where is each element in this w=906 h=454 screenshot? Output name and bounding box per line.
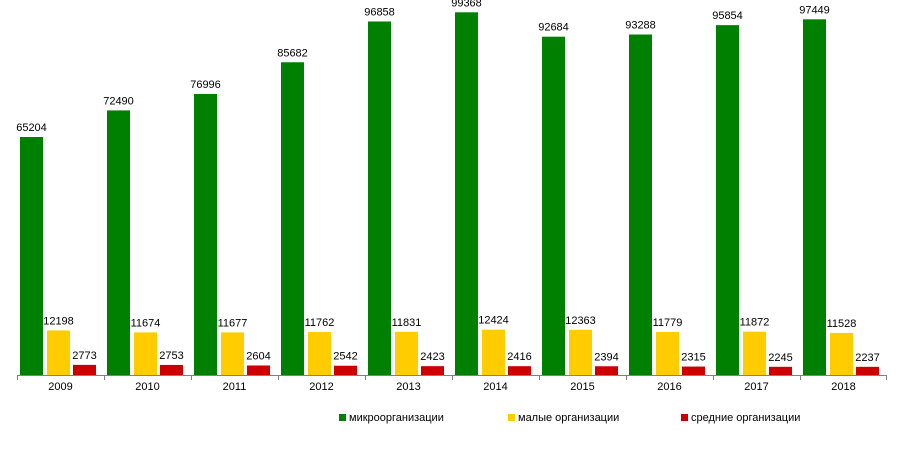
bar-small-2012 <box>308 332 331 375</box>
legend: микроорганизации малые организации средние… <box>339 412 800 424</box>
value-label-medium-2009: 2773 <box>72 350 96 362</box>
value-label-small-2012: 11762 <box>305 317 335 329</box>
x-tick-label-2012: 2012 <box>309 381 333 393</box>
legend-label: средние организации <box>691 412 800 424</box>
bar-micro-2009 <box>20 137 43 375</box>
bar-small-2010 <box>134 332 157 375</box>
x-tick-label-2009: 2009 <box>48 381 72 393</box>
bar-medium-2017 <box>769 366 792 375</box>
bar-medium-2011 <box>247 365 270 375</box>
value-label-small-2015: 12363 <box>565 315 596 327</box>
value-label-medium-2017: 2245 <box>768 352 792 364</box>
x-tick-label-2010: 2010 <box>135 381 159 393</box>
x-tick-label-2011: 2011 <box>223 381 247 393</box>
x-tick-label-2017: 2017 <box>744 381 768 393</box>
value-label-micro-2017: 95854 <box>712 10 743 22</box>
x-tick-label-2016: 2016 <box>657 381 681 393</box>
value-label-micro-2011: 76996 <box>190 79 221 91</box>
bar-micro-2010 <box>107 110 130 375</box>
value-label-micro-2009: 65204 <box>16 122 47 134</box>
bars-layer <box>20 12 879 376</box>
legend-item-medium: средние организации <box>681 412 800 424</box>
value-label-micro-2012: 85682 <box>277 47 308 59</box>
bar-micro-2014 <box>455 12 478 376</box>
value-label-micro-2018: 97449 <box>799 4 830 16</box>
value-label-medium-2011: 2604 <box>246 350 270 362</box>
bar-micro-2016 <box>629 34 652 375</box>
value-label-small-2016: 11779 <box>653 317 683 329</box>
value-label-medium-2010: 2753 <box>159 350 183 362</box>
bar-medium-2012 <box>334 365 357 375</box>
bar-small-2015 <box>569 329 592 375</box>
legend-swatch <box>508 414 515 421</box>
value-label-small-2017: 11872 <box>740 317 770 329</box>
bar-medium-2015 <box>595 366 618 375</box>
bar-small-2016 <box>656 332 679 375</box>
bar-medium-2014 <box>508 366 531 375</box>
x-axis-ticks: 2009 2010 2011 2012 2013 2014 2015 2016 2017 2018 <box>17 375 887 393</box>
legend-item-micro: микроорганизации <box>339 412 444 424</box>
value-label-small-2011: 11677 <box>218 317 248 329</box>
bar-medium-2013 <box>421 366 444 375</box>
value-label-micro-2015: 92684 <box>538 22 569 34</box>
x-tick-label-2018: 2018 <box>831 381 855 393</box>
legend-swatch <box>681 414 688 421</box>
value-label-micro-2010: 72490 <box>103 95 134 107</box>
bar-medium-2018 <box>856 366 879 375</box>
value-label-micro-2016: 93288 <box>625 19 656 31</box>
x-tick-label-2013: 2013 <box>396 381 420 393</box>
value-label-medium-2012: 2542 <box>333 351 357 363</box>
legend-label: микроорганизации <box>349 412 444 424</box>
value-labels-layer: 65204 12198 2773 72490 11674 2753 76996 11677 26… <box>16 0 880 364</box>
value-label-medium-2015: 2394 <box>594 351 618 363</box>
bar-micro-2013 <box>368 21 391 376</box>
value-label-medium-2013: 2423 <box>420 351 444 363</box>
bar-small-2014 <box>482 329 505 375</box>
bar-micro-2012 <box>281 62 304 375</box>
value-label-small-2010: 11674 <box>131 317 161 329</box>
value-label-micro-2013: 96858 <box>364 6 395 18</box>
value-label-small-2018: 11528 <box>827 318 857 330</box>
bar-micro-2011 <box>194 93 217 375</box>
bar-medium-2010 <box>160 364 183 375</box>
value-label-medium-2014: 2416 <box>507 351 531 363</box>
bar-small-2009 <box>47 330 70 375</box>
bar-small-2018 <box>830 332 853 375</box>
x-tick-label-2015: 2015 <box>570 381 594 393</box>
legend-label: малые организации <box>518 412 619 424</box>
legend-swatch <box>339 414 346 421</box>
value-label-medium-2018: 2237 <box>855 352 879 364</box>
value-label-small-2009: 12198 <box>43 315 74 327</box>
value-label-micro-2014: 99368 <box>451 0 482 9</box>
value-label-small-2014: 12424 <box>478 315 509 327</box>
bar-micro-2017 <box>716 25 739 375</box>
bar-medium-2009 <box>73 364 96 375</box>
bar-micro-2015 <box>542 36 565 375</box>
value-label-small-2013: 11831 <box>392 317 422 329</box>
x-tick-label-2014: 2014 <box>483 381 507 393</box>
value-label-medium-2016: 2315 <box>681 352 705 364</box>
bar-small-2011 <box>221 332 244 375</box>
legend-item-small: малые организации <box>508 412 619 424</box>
bar-micro-2018 <box>803 19 826 375</box>
bar-medium-2016 <box>682 366 705 375</box>
bar-small-2017 <box>743 331 766 375</box>
bar-small-2013 <box>395 331 418 375</box>
